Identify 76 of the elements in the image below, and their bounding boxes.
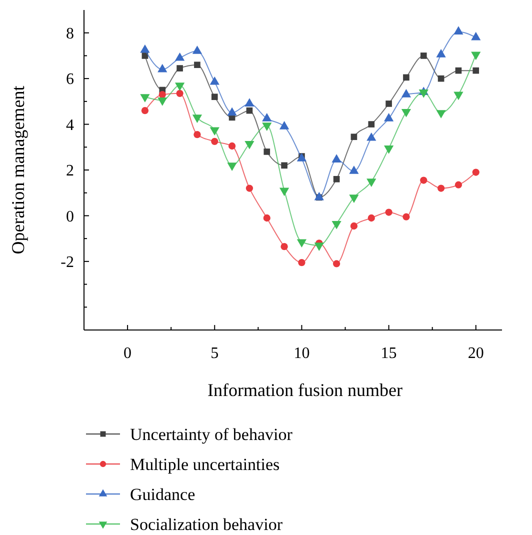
point <box>176 90 184 97</box>
point <box>158 91 166 98</box>
point <box>472 67 480 74</box>
point <box>227 107 237 116</box>
point <box>349 166 359 174</box>
point <box>244 98 254 106</box>
point <box>368 121 375 128</box>
point <box>402 213 410 220</box>
point <box>279 121 290 130</box>
y-tick-label: 8 <box>66 25 74 42</box>
point <box>158 64 168 72</box>
point <box>332 154 342 162</box>
legend-label: Multiple uncertainties <box>130 454 280 474</box>
point <box>350 134 358 140</box>
y-tick-label: 6 <box>66 71 74 88</box>
y-tick-label: -2 <box>60 254 74 272</box>
point <box>437 184 445 192</box>
point <box>141 107 149 114</box>
point <box>332 220 342 230</box>
point <box>333 176 340 182</box>
point <box>194 131 201 138</box>
point <box>279 188 290 196</box>
point <box>454 181 462 188</box>
x-tick-label: 15 <box>380 345 397 362</box>
point <box>436 49 446 58</box>
point <box>350 222 358 230</box>
point <box>455 67 462 74</box>
x-axis-title: Information fusion number <box>208 380 402 400</box>
y-tick-label: 0 <box>66 208 74 226</box>
point <box>296 239 307 248</box>
point <box>420 52 427 59</box>
point <box>246 184 254 192</box>
point <box>368 214 375 222</box>
point <box>401 89 412 98</box>
point <box>246 107 253 114</box>
point <box>264 148 270 155</box>
legend-label: Uncertainty of behavior <box>130 424 293 444</box>
point <box>366 178 376 187</box>
point <box>349 194 359 203</box>
point <box>244 140 254 150</box>
point <box>471 32 481 40</box>
point <box>228 142 236 150</box>
point <box>420 176 428 184</box>
point <box>298 259 306 266</box>
point <box>281 162 288 169</box>
point <box>280 243 288 250</box>
point <box>332 260 340 268</box>
point <box>454 26 464 34</box>
point <box>211 138 218 145</box>
point <box>227 162 237 171</box>
point <box>192 46 202 54</box>
point <box>472 168 480 176</box>
y-tick-label: 4 <box>66 116 74 134</box>
point <box>314 242 324 251</box>
point <box>176 65 183 72</box>
point <box>210 76 220 85</box>
x-tick-label: 5 <box>210 345 219 362</box>
x-tick-label: 10 <box>294 345 310 362</box>
legend-label: Guidance <box>130 484 196 504</box>
point <box>211 94 218 100</box>
point <box>438 75 444 82</box>
point <box>385 208 392 216</box>
point <box>366 132 376 141</box>
point <box>194 62 200 68</box>
point <box>386 100 392 107</box>
point <box>262 113 272 122</box>
y-tick-label: 2 <box>66 162 74 180</box>
point <box>140 44 150 53</box>
point <box>384 113 394 122</box>
y-axis-title: Operation management <box>8 86 28 254</box>
legend-label: Socialization behavior <box>130 514 283 534</box>
point <box>403 74 410 81</box>
point <box>263 214 270 222</box>
x-tick-label: 0 <box>124 345 132 362</box>
x-tick-label: 20 <box>468 345 484 362</box>
point <box>174 52 185 61</box>
